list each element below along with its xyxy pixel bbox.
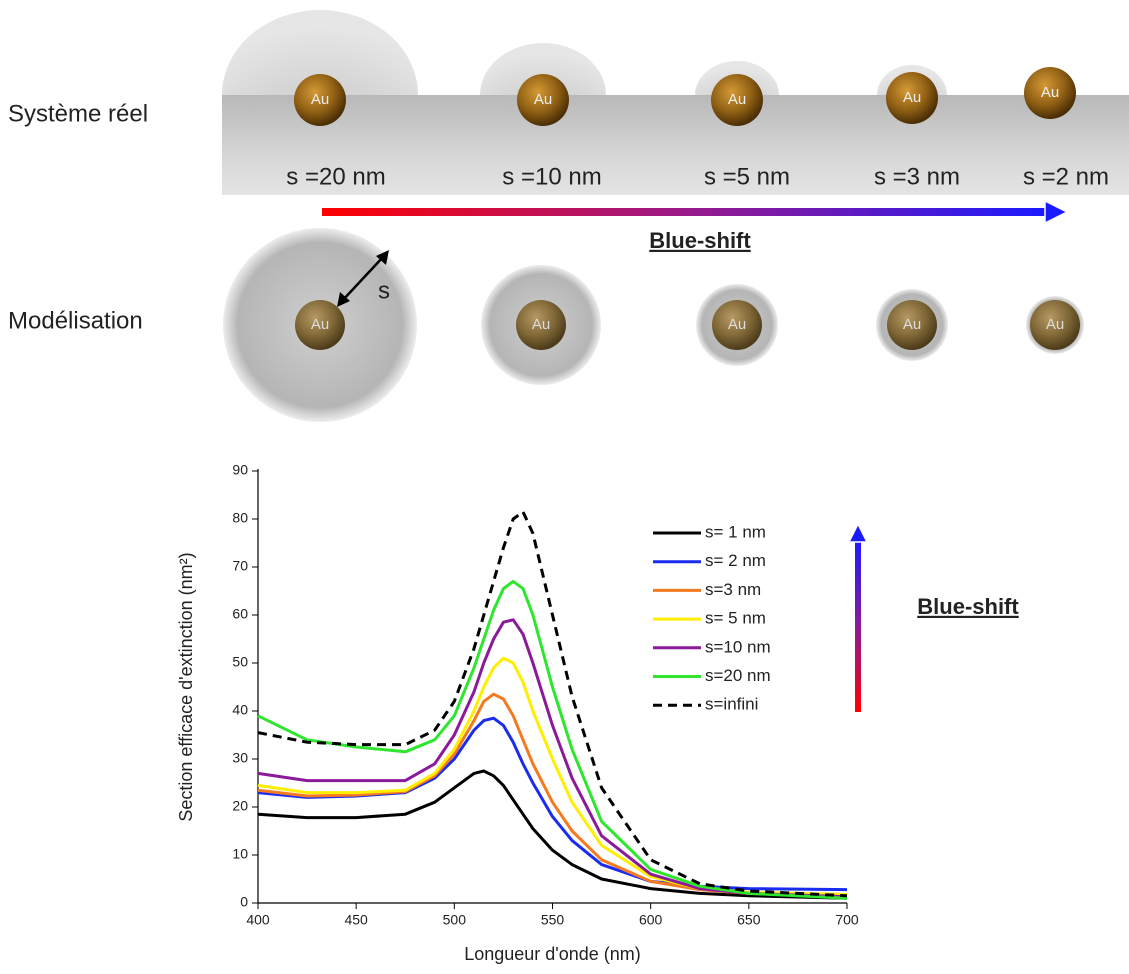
y-tick-label: 10: [232, 846, 248, 862]
particle-label: Au: [1046, 316, 1064, 333]
x-axis-title: Longueur d'onde (nm): [464, 944, 641, 964]
legend-label: s=infini: [705, 695, 758, 714]
radius-arrow-head: [376, 250, 389, 265]
spacing-label: s =3 nm: [874, 163, 960, 190]
spacing-label: s =20 nm: [286, 163, 385, 190]
gold-particle: [711, 74, 763, 126]
shift-arrow-head: [847, 522, 869, 543]
row-label: Modélisation: [8, 307, 143, 334]
particle-label: Au: [728, 316, 746, 333]
x-tick-label: 400: [246, 912, 270, 928]
series-line: [257, 579, 848, 900]
y-tick-label: 50: [232, 654, 248, 670]
gold-core: [516, 300, 566, 350]
gold-particle: [294, 74, 346, 126]
y-tick-label: 40: [232, 702, 248, 718]
legend-label: s= 2 nm: [705, 551, 766, 570]
y-tick-label: 90: [232, 462, 248, 478]
particle-label: Au: [903, 316, 921, 333]
series-line: [257, 618, 848, 899]
chart: 0 10 20 30 40 50 60 70 80 90 400 450 500 550 600 650 700…: [176, 462, 1020, 964]
spacing-label: s =5 nm: [704, 163, 790, 190]
spacing-label: s =2 nm: [1023, 163, 1109, 190]
gold-particle: [517, 74, 569, 126]
y-tick-label: 80: [232, 510, 248, 526]
y-axis-title: Section efficace d'extinction (nm²): [176, 552, 196, 821]
legend-label: s=20 nm: [705, 666, 771, 685]
particle-label: Au: [534, 91, 552, 108]
y-tick-label: 70: [232, 558, 248, 574]
x-tick-label: 600: [639, 912, 663, 928]
x-tick-label: 550: [541, 912, 565, 928]
gold-particle: [1024, 67, 1076, 119]
y-tick-label: 30: [232, 750, 248, 766]
gold-particle: [886, 72, 938, 124]
radius-arrow: [341, 255, 385, 302]
x-tick-label: 450: [344, 912, 368, 928]
particle-label: Au: [532, 316, 550, 333]
particle-label: Au: [311, 91, 329, 108]
particle-label: Au: [311, 316, 329, 333]
gold-core: [1030, 300, 1080, 350]
shift-arrow-body: [322, 208, 1047, 216]
legend-label: s= 5 nm: [705, 609, 766, 628]
series-line: [257, 656, 848, 896]
gold-core: [887, 300, 937, 350]
particle-label: Au: [728, 91, 746, 108]
legend-label: s=3 nm: [705, 580, 761, 599]
particle-label: Au: [1041, 84, 1059, 101]
shift-arrow-body: [855, 540, 861, 712]
x-tick-label: 700: [835, 912, 859, 928]
x-tick-label: 650: [737, 912, 761, 928]
legend-label: s=10 nm: [705, 637, 771, 656]
diagram: Système réel Modélisation Au s =20 nm Au Au s …: [8, 10, 1129, 422]
gold-core: [295, 300, 345, 350]
row-label: Système réel: [8, 100, 148, 127]
series-line: [257, 510, 848, 898]
y-tick-label: 20: [232, 798, 248, 814]
shift-label: Blue-shift: [649, 228, 751, 253]
legend-label: s= 1 nm: [705, 522, 766, 541]
series-line: [257, 769, 848, 900]
particle-label: Au: [903, 89, 921, 106]
spacing-label: s =10 nm: [502, 163, 601, 190]
shift-arrow-head: [1044, 199, 1069, 225]
gold-core: [712, 300, 762, 350]
substrate: [222, 95, 1129, 195]
y-tick-label: 60: [232, 606, 248, 622]
shift-annotation: Blue-shift: [917, 594, 1019, 619]
radius-label: s: [378, 277, 390, 304]
y-tick-label: 0: [240, 894, 248, 910]
radius-arrow-head: [337, 292, 350, 307]
x-tick-label: 500: [443, 912, 467, 928]
